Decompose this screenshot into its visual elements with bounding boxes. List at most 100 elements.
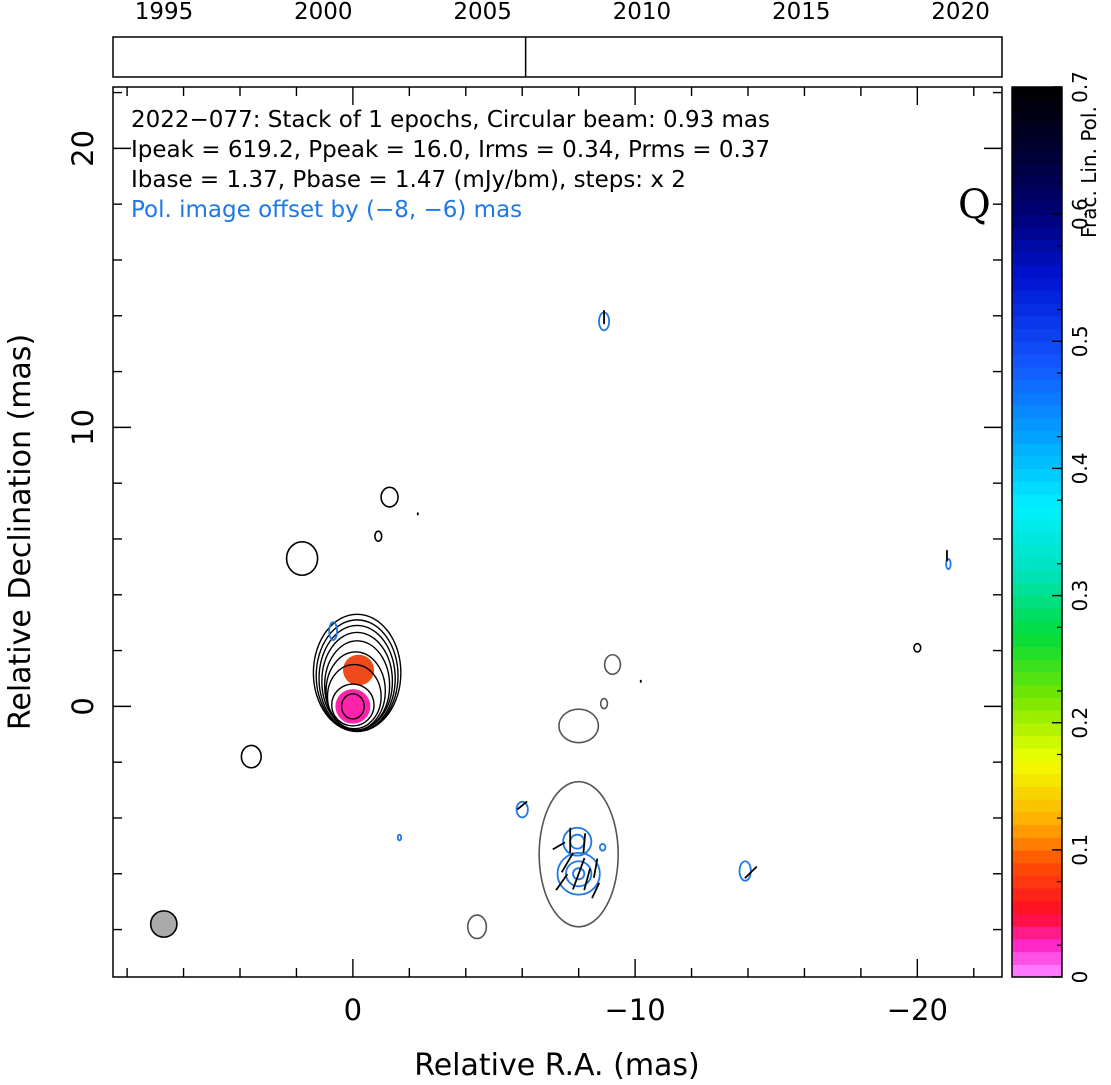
colorbar-segment xyxy=(1012,277,1062,292)
colorbar-frame xyxy=(1011,86,1063,978)
colorbar-segment xyxy=(1012,137,1062,152)
x-tick-label: −10 xyxy=(605,993,666,1027)
y-tick-labels: 0 10 20 xyxy=(66,130,100,716)
colorbar-segment xyxy=(1012,481,1062,495)
stokes-i-contour xyxy=(913,642,922,653)
colorbar-fill xyxy=(1012,87,1062,978)
colorbar-segment xyxy=(1012,900,1062,915)
colorbar-segment xyxy=(1012,430,1062,444)
negative-contour xyxy=(466,914,488,940)
polarization-contour xyxy=(945,558,952,571)
colorbar-tick-label: 0.7 xyxy=(1068,71,1092,103)
evpa-tick xyxy=(572,857,586,890)
offset-note: Pol. image offset by (−8, −6) mas xyxy=(131,197,522,223)
colorbar-tick-label: 0 xyxy=(1068,971,1092,984)
colorbar-segment xyxy=(1012,188,1062,203)
negative-contour xyxy=(538,780,619,928)
title-line-1: 2022−077: Stack of 1 epochs, Circular be… xyxy=(131,107,770,133)
colorbar-segment xyxy=(1012,379,1062,393)
colorbar-segment xyxy=(1012,214,1062,228)
title-line-2: Ipeak = 619.2, Ppeak = 16.0, Irms = 0.34… xyxy=(131,137,770,163)
colorbar-segment xyxy=(1012,646,1062,660)
colorbar-segment xyxy=(1012,582,1062,597)
colorbar-segment xyxy=(1012,735,1062,749)
colorbar-segment xyxy=(1012,87,1062,101)
colorbar-segment xyxy=(1012,926,1062,940)
evpa-tick xyxy=(744,865,758,879)
timeline-year: 1995 xyxy=(135,0,194,25)
colorbar-segment xyxy=(1012,659,1062,673)
beam-ellipse xyxy=(149,910,178,938)
colorbar-segment xyxy=(1012,163,1062,177)
colorbar-segment xyxy=(1012,862,1062,876)
colorbar-segment xyxy=(1012,633,1062,648)
evpa-tick xyxy=(552,841,566,851)
negative-contour xyxy=(599,697,609,710)
colorbar-segment xyxy=(1012,443,1062,457)
evpa-tick xyxy=(560,852,574,873)
polarization-contour xyxy=(515,800,529,819)
colorbar-segment xyxy=(1012,506,1062,520)
colorbar-tick-label: 0.2 xyxy=(1068,707,1092,739)
colorbar-segment xyxy=(1012,455,1062,470)
colorbar-segment xyxy=(1012,392,1062,406)
timeline-year-labels: 1995 2000 2005 2010 2015 2020 xyxy=(135,0,990,25)
y-axis-label: Relative Declination (mas) xyxy=(3,334,38,730)
colorbar-segment xyxy=(1012,722,1062,737)
stokes-i-contour xyxy=(240,744,262,769)
x-tick-label: 0 xyxy=(344,993,362,1027)
colorbar-segment xyxy=(1012,303,1062,317)
colorbar-segment xyxy=(1012,404,1062,419)
polarization-contour xyxy=(565,860,593,888)
colorbar-tick-label: 0.4 xyxy=(1068,453,1092,485)
map-panel: 0 −10 −20 0 10 20 2022−077: Stack of 1 epoch… xyxy=(3,86,1003,1083)
colorbar-segment xyxy=(1012,290,1062,304)
polarization-contour xyxy=(598,843,607,852)
evpa-tick xyxy=(516,800,528,811)
polarization-contour xyxy=(396,833,403,842)
colorbar-segment xyxy=(1012,608,1062,622)
evpa-tick xyxy=(582,833,587,853)
colorbar: 0 0.1 0.2 0.3 0.4 0.5 0.6 0.7 Frac. Lin. Pol. xyxy=(1011,71,1101,984)
colorbar-segment xyxy=(1012,468,1062,482)
colorbar-segment xyxy=(1012,570,1062,584)
colorbar-segment xyxy=(1012,710,1062,724)
colorbar-segment xyxy=(1012,964,1062,978)
timeline-year: 2015 xyxy=(772,0,831,25)
colorbar-segment xyxy=(1012,99,1062,114)
colorbar-tick-label: 0.1 xyxy=(1068,834,1092,866)
negative-contour xyxy=(603,653,622,676)
evpa-tick xyxy=(583,868,591,891)
timeline-frame xyxy=(112,36,1003,78)
colorbar-segment xyxy=(1012,150,1062,164)
evpa-tick xyxy=(555,873,569,891)
colorbar-segment xyxy=(1012,888,1062,902)
x-axis-label: Relative R.A. (mas) xyxy=(414,1048,700,1083)
colorbar-segment xyxy=(1012,849,1062,864)
colorbar-segment xyxy=(1012,824,1062,838)
colorbar-segment xyxy=(1012,226,1062,241)
colorbar-segment xyxy=(1012,341,1062,355)
colorbar-segment xyxy=(1012,532,1062,546)
stokes-i-contour xyxy=(321,631,394,731)
colorbar-tick-label: 0.6 xyxy=(1068,198,1092,230)
colorbar-segment xyxy=(1012,595,1062,609)
polarization-contour xyxy=(572,867,586,881)
x-tick-label: −20 xyxy=(887,993,948,1027)
colorbar-segment xyxy=(1012,557,1062,571)
colorbar-segment xyxy=(1012,773,1062,787)
colorbar-segment xyxy=(1012,239,1062,253)
colorbar-segment xyxy=(1012,519,1062,533)
colorbar-segment xyxy=(1012,252,1062,266)
colorbar-segment xyxy=(1012,748,1062,762)
colorbar-segment xyxy=(1012,315,1062,330)
colorbar-segment xyxy=(1012,875,1062,889)
y-tick-label: 10 xyxy=(66,409,100,446)
map-ticks xyxy=(113,87,1002,977)
colorbar-segment xyxy=(1012,176,1062,190)
stokes-i-contour xyxy=(285,540,319,577)
map-content xyxy=(149,310,952,940)
colorbar-segment xyxy=(1012,366,1062,381)
band-label: Q xyxy=(958,182,991,228)
polarization-contour xyxy=(562,826,593,857)
